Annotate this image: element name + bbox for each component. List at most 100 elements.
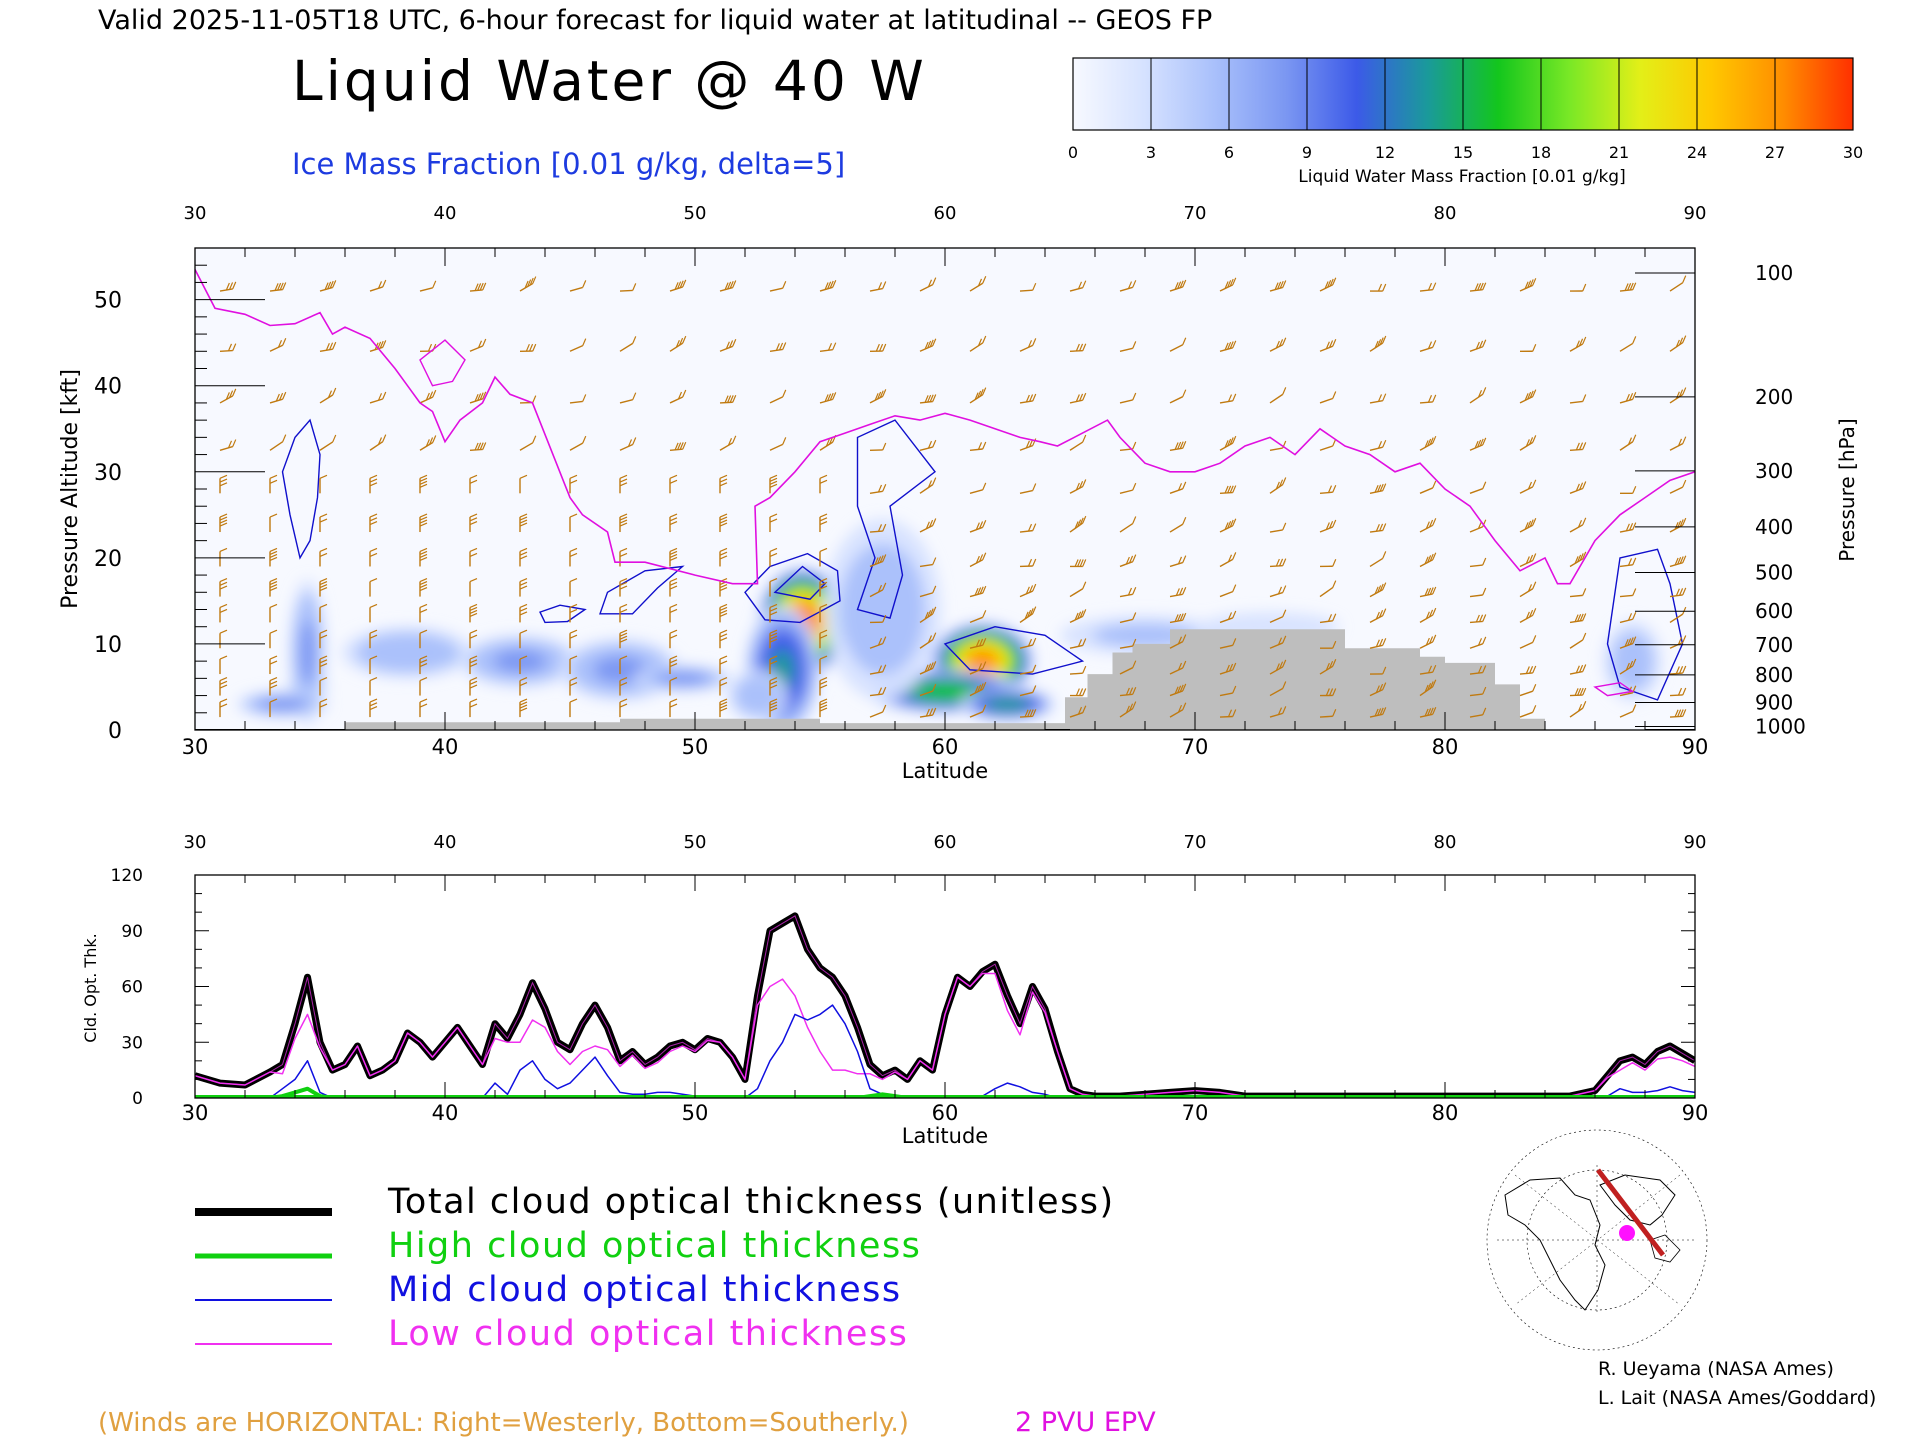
- wind-barb: [1469, 437, 1487, 451]
- x-tick-label-bottom: 40: [432, 735, 459, 759]
- wind-barb-flag: [1082, 343, 1087, 351]
- wind-barb-flag: [1032, 558, 1037, 567]
- wind-barb-flag: [275, 393, 280, 402]
- wind-barb-flag: [1627, 437, 1633, 445]
- bottom-y-tick-label: 60: [121, 978, 143, 998]
- wind-barb: [319, 341, 337, 352]
- wind-barb-flag: [1132, 392, 1137, 401]
- wind-barb-flag: [1527, 584, 1533, 592]
- wind-barb: [1419, 394, 1437, 404]
- wind-barb-flag: [1527, 520, 1532, 529]
- wind-barb-flag: [929, 339, 934, 348]
- wind-barb-flag: [1177, 704, 1183, 713]
- wind-barb-flag: [1582, 687, 1587, 696]
- wind-barb: [1469, 686, 1487, 697]
- wind-barb-flag: [369, 629, 378, 634]
- wind-barb-shaft: [1319, 620, 1333, 624]
- wind-barb-flag: [1682, 635, 1687, 643]
- wind-barb-flag: [1132, 280, 1137, 288]
- wind-barb-shaft: [1469, 671, 1483, 675]
- wind-barb-flag: [669, 608, 678, 613]
- wind-barb-flag: [875, 343, 880, 352]
- colorbar-tick-label: 9: [1302, 143, 1312, 162]
- wind-barb-shaft: [569, 442, 584, 451]
- wind-barb-flag: [1279, 661, 1284, 669]
- wind-barb-flag: [1224, 522, 1229, 530]
- wind-barb-flag: [1182, 660, 1187, 669]
- wind-barb: [1369, 335, 1387, 352]
- wind-barb-flag: [469, 684, 478, 689]
- wind-barb-shaft: [1419, 487, 1434, 494]
- wind-barb-flag: [932, 277, 937, 285]
- wind-barb-flag: [729, 280, 734, 289]
- wind-barb: [1319, 580, 1337, 598]
- wind-barb-flag: [679, 442, 684, 450]
- wind-barb-shaft: [1519, 486, 1534, 494]
- wind-barb: [1219, 709, 1237, 718]
- wind-barb-flag: [1627, 638, 1632, 646]
- wind-barb-flag: [469, 547, 478, 553]
- epv-contour: [195, 269, 1695, 585]
- wind-barb-flag: [1382, 551, 1387, 559]
- wind-barb-flag: [419, 659, 428, 664]
- ice-contours: [281, 418, 1684, 701]
- wind-barb-flag: [477, 340, 483, 348]
- wind-barb-flag: [725, 341, 730, 350]
- wind-barb-flag: [1282, 706, 1287, 714]
- wind-barb-flag: [582, 394, 587, 402]
- wind-barb-flag: [1032, 685, 1037, 693]
- x-tick-label-bottom: 70: [1182, 735, 1209, 759]
- wind-barb-shaft: [1269, 687, 1284, 697]
- wind-barb-flag: [319, 663, 328, 668]
- wind-barb-flag: [1079, 393, 1084, 402]
- wind-barb-flag: [1075, 482, 1080, 491]
- wind-barb: [369, 434, 387, 451]
- wind-barb-flag: [819, 680, 828, 685]
- wind-barb-flag: [732, 435, 737, 444]
- wind-barb: [1269, 681, 1287, 697]
- wind-barb-flag: [782, 342, 787, 350]
- wind-barb-flag: [1325, 341, 1330, 349]
- wind-barb-shaft: [619, 443, 634, 451]
- wind-barb-flag: [1132, 516, 1137, 524]
- wind-barb: [1669, 436, 1687, 451]
- wind-barb-flag: [1279, 479, 1284, 487]
- wind-barb-flag: [519, 551, 528, 556]
- wind-barb-flag: [979, 683, 984, 691]
- wind-barb-flag: [719, 584, 728, 589]
- wind-barb: [319, 513, 328, 533]
- wind-barb-flag: [369, 578, 378, 583]
- wind-barb-shaft: [969, 448, 983, 451]
- wind-barb-flag: [674, 282, 679, 290]
- wind-barb: [1269, 280, 1287, 292]
- wind-barb: [319, 387, 337, 404]
- liquid-water-field: [236, 518, 1662, 730]
- wind-barb-shaft: [319, 394, 334, 404]
- wind-barb-flag: [225, 392, 230, 400]
- x-tick-label-top: 40: [434, 203, 457, 224]
- wind-barb-flag: [1182, 634, 1187, 642]
- wind-barb-flag: [619, 581, 628, 586]
- wind-barb: [669, 389, 687, 404]
- y-tick-label: 0: [108, 719, 122, 744]
- wind-barb-flag: [1082, 581, 1087, 589]
- wind-barb-flag: [569, 655, 578, 660]
- liquid-water-cell: [968, 650, 997, 672]
- wind-barb-flag: [1532, 553, 1537, 561]
- wind-barb-flag: [1532, 435, 1537, 443]
- wind-barb-flag: [1479, 340, 1484, 349]
- wind-barb-shaft: [1269, 393, 1284, 404]
- wind-barb-flag: [1379, 523, 1384, 532]
- wind-barb-flag: [519, 629, 528, 634]
- wind-barb-flag: [1082, 705, 1087, 713]
- wind-barb-flag: [982, 387, 987, 395]
- wind-barb-flag: [882, 484, 887, 492]
- wind-barb-flag: [1329, 278, 1334, 287]
- wind-barb: [619, 547, 628, 567]
- wind-barb-shaft: [1419, 401, 1433, 404]
- wind-barb-flag: [1032, 282, 1037, 291]
- wind-barb-flag: [1525, 611, 1530, 620]
- wind-barb: [1519, 389, 1537, 404]
- wind-barb-flag: [1424, 684, 1429, 693]
- wind-barb-flag: [1674, 522, 1679, 530]
